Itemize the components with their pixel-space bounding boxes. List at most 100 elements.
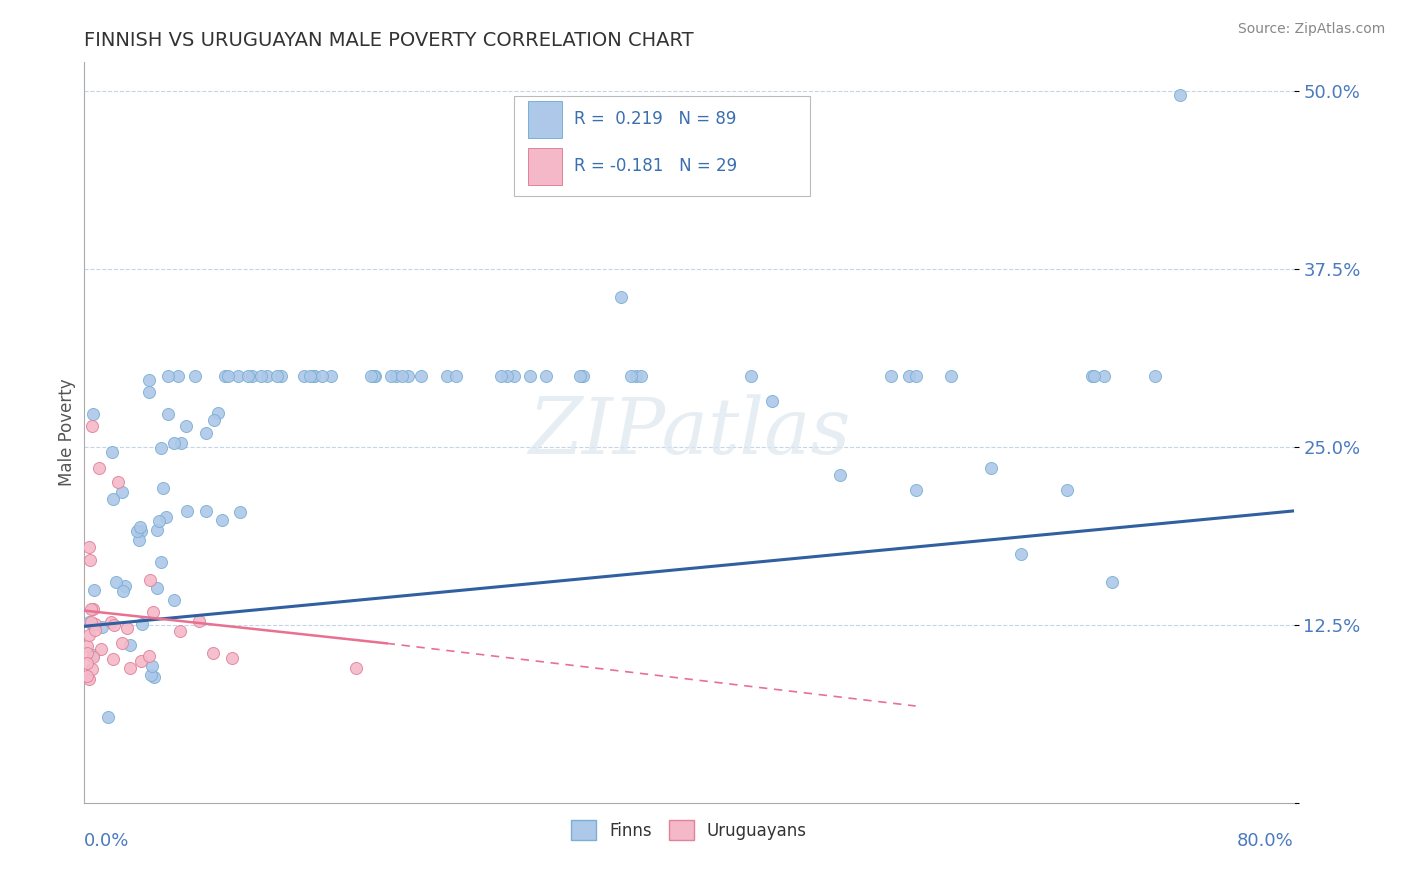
Point bbox=[1081, 368, 1104, 383]
Point bbox=[143, 670, 166, 684]
Point bbox=[79, 553, 101, 567]
Point bbox=[101, 445, 124, 459]
Point bbox=[184, 368, 207, 383]
Point bbox=[131, 617, 153, 632]
Point bbox=[148, 515, 170, 529]
Point bbox=[76, 656, 98, 670]
Point bbox=[240, 368, 263, 383]
Point bbox=[211, 513, 233, 527]
Y-axis label: Male Poverty: Male Poverty bbox=[58, 379, 76, 486]
Point bbox=[572, 368, 595, 383]
Legend: Finns, Uruguayans: Finns, Uruguayans bbox=[564, 814, 814, 847]
Point bbox=[125, 524, 148, 538]
Point bbox=[138, 648, 160, 663]
Point bbox=[76, 639, 98, 653]
Point bbox=[97, 710, 120, 724]
Point bbox=[103, 491, 125, 506]
Point bbox=[436, 368, 458, 383]
Point bbox=[163, 593, 186, 607]
Point bbox=[207, 406, 229, 420]
Point bbox=[118, 661, 141, 675]
Point bbox=[221, 650, 243, 665]
Point bbox=[229, 505, 252, 519]
Point bbox=[202, 413, 225, 427]
Point bbox=[380, 368, 402, 383]
Point bbox=[90, 620, 112, 634]
Point bbox=[740, 368, 762, 383]
Point bbox=[149, 555, 172, 569]
FancyBboxPatch shape bbox=[529, 101, 562, 138]
Point bbox=[114, 579, 136, 593]
Point bbox=[149, 441, 172, 455]
Point bbox=[489, 368, 512, 383]
Point bbox=[157, 407, 180, 421]
Point bbox=[391, 368, 413, 383]
Point bbox=[761, 394, 783, 409]
Point bbox=[270, 368, 292, 383]
Text: FINNISH VS URUGUAYAN MALE POVERTY CORRELATION CHART: FINNISH VS URUGUAYAN MALE POVERTY CORREL… bbox=[84, 30, 695, 50]
Point bbox=[346, 660, 368, 674]
Point bbox=[128, 533, 150, 547]
Point bbox=[138, 573, 160, 587]
Point bbox=[250, 368, 273, 383]
Point bbox=[502, 368, 524, 383]
Point bbox=[1101, 575, 1123, 590]
Point bbox=[80, 662, 103, 676]
Point bbox=[82, 648, 104, 662]
Point bbox=[129, 654, 152, 668]
Point bbox=[311, 368, 333, 383]
Point bbox=[111, 636, 134, 650]
Point bbox=[363, 368, 385, 383]
Point bbox=[298, 368, 321, 383]
Point bbox=[568, 368, 591, 383]
Point bbox=[620, 368, 643, 383]
Point bbox=[167, 368, 190, 383]
Point bbox=[396, 368, 419, 383]
Point bbox=[138, 373, 160, 387]
Point bbox=[105, 574, 128, 589]
Point bbox=[112, 583, 135, 598]
Point bbox=[77, 628, 100, 642]
Point bbox=[89, 461, 111, 475]
Point bbox=[302, 368, 325, 383]
Point bbox=[142, 605, 165, 619]
Point bbox=[939, 368, 962, 383]
Point bbox=[411, 368, 433, 383]
Point bbox=[626, 368, 648, 383]
Point bbox=[90, 642, 112, 657]
Point bbox=[80, 615, 103, 629]
Point bbox=[256, 368, 278, 383]
Point bbox=[1083, 368, 1105, 383]
Point bbox=[292, 368, 315, 383]
Point bbox=[176, 504, 198, 518]
Point bbox=[519, 368, 541, 383]
Text: R =  0.219   N = 89: R = 0.219 N = 89 bbox=[574, 111, 737, 128]
Point bbox=[129, 524, 152, 538]
Point bbox=[1056, 483, 1078, 497]
Point bbox=[194, 504, 217, 518]
Point bbox=[146, 581, 169, 595]
Point bbox=[138, 384, 160, 399]
Point bbox=[830, 468, 852, 483]
Text: ZIPatlas: ZIPatlas bbox=[527, 394, 851, 471]
Point bbox=[129, 520, 152, 534]
Point bbox=[155, 509, 177, 524]
Point bbox=[534, 368, 557, 383]
Point bbox=[188, 615, 211, 629]
Point bbox=[1143, 368, 1166, 383]
Point bbox=[195, 425, 218, 440]
Point bbox=[146, 523, 169, 537]
Point bbox=[83, 582, 105, 597]
Point bbox=[76, 646, 98, 660]
Point bbox=[82, 650, 104, 665]
Point bbox=[236, 368, 259, 383]
Text: 0.0%: 0.0% bbox=[84, 832, 129, 850]
Point bbox=[201, 646, 224, 660]
Point bbox=[103, 618, 125, 632]
Point bbox=[169, 436, 191, 450]
Point bbox=[496, 368, 519, 383]
Point bbox=[176, 418, 198, 433]
Point bbox=[1011, 547, 1033, 561]
Point bbox=[80, 418, 103, 433]
Point bbox=[302, 368, 325, 383]
